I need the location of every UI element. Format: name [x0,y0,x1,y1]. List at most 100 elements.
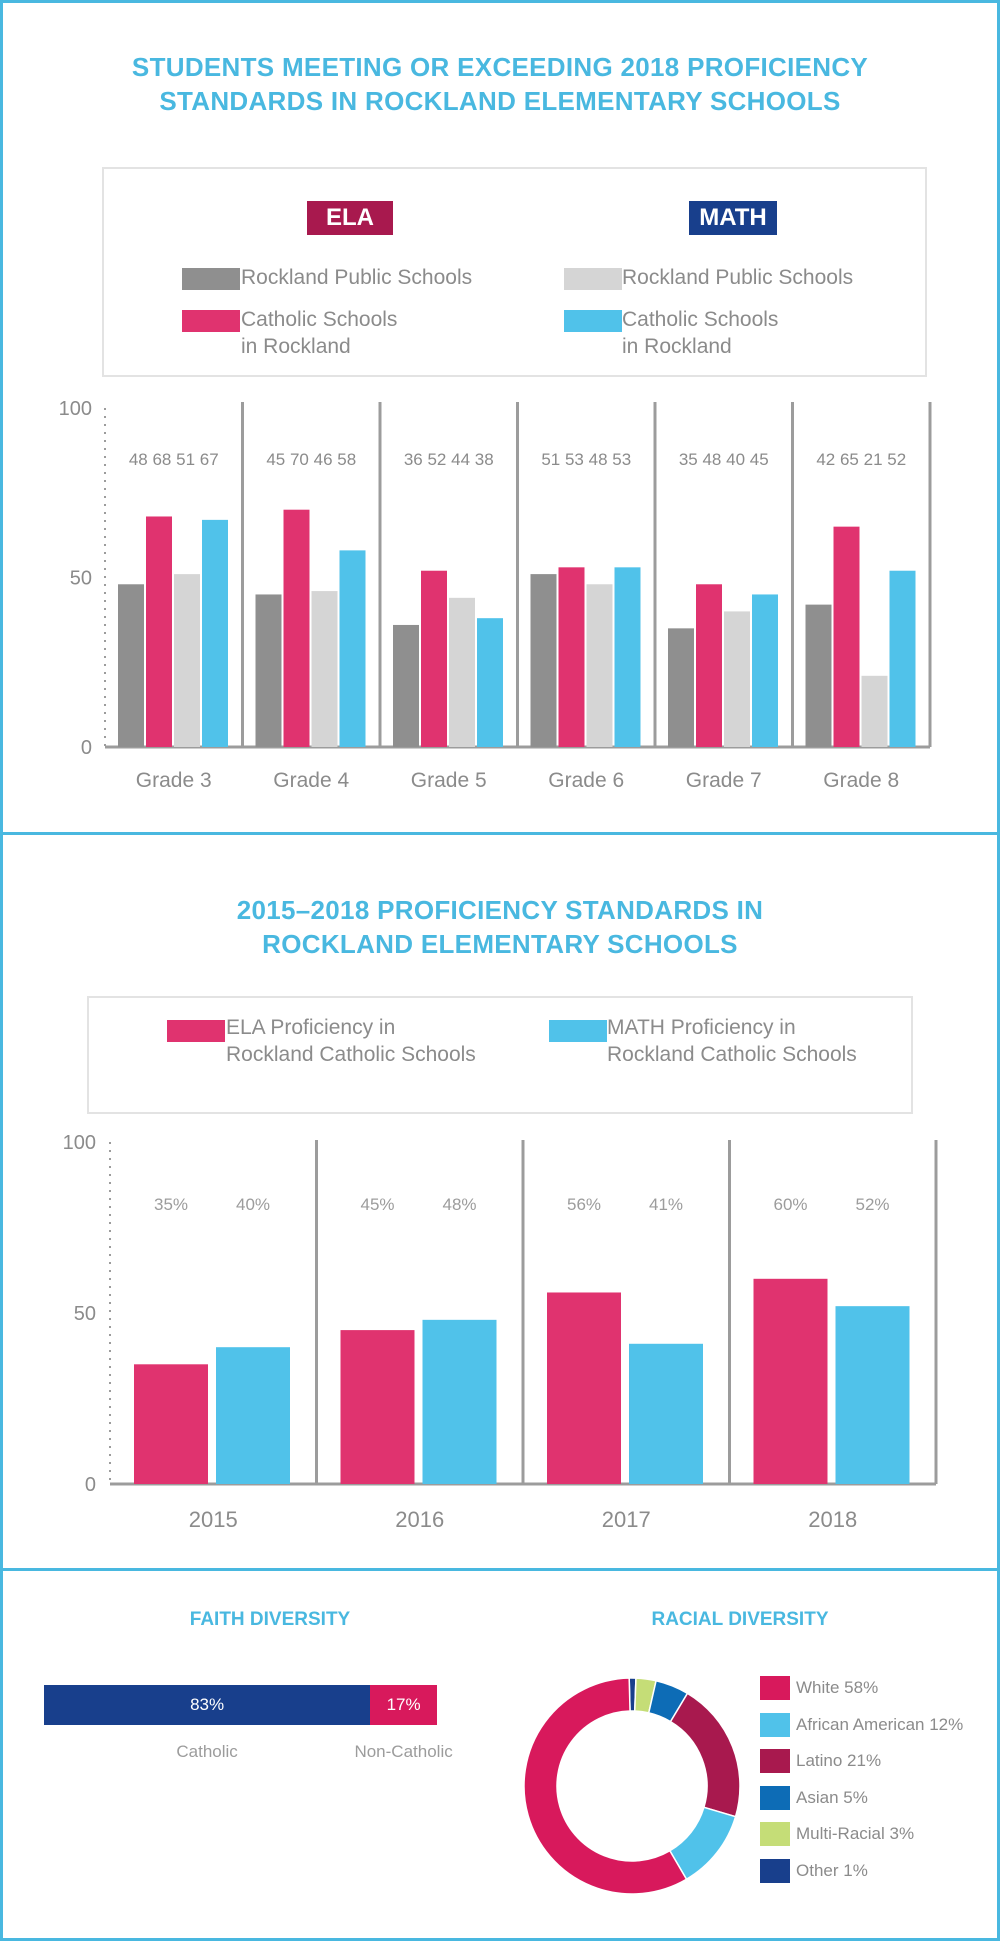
donut-legend-swatch [760,1822,790,1846]
bar [614,567,641,747]
bar [118,584,144,747]
yearly-proficiency-bar-chart: 0 50 100 35% 40% 2015 45% 48% 2016 56% 41% 2017 60% 5… [63,1132,938,1532]
donut-legend-label: Latino 21% [796,1751,882,1770]
bar [146,516,172,747]
legend-label-ela-proficiency: ELA Proficiency in Rockland Catholic Sch… [226,1016,476,1066]
x-tick-label: Grade 4 [273,769,349,792]
bar [724,611,750,747]
value-label: 60% [773,1195,807,1214]
legend-label-math-proficiency: MATH Proficiency in Rockland Catholic Sc… [607,1016,857,1066]
x-tick-label: Grade 7 [686,769,762,792]
donut-legend-label: White 58% [796,1678,879,1697]
y-tick-label: 0 [85,1474,96,1496]
value-label: 45% [360,1195,394,1214]
bar [202,519,228,747]
legend-swatch-math-public [564,268,622,290]
x-tick-label: 2017 [602,1507,651,1532]
grade-proficiency-bar-chart: 0 50 100 48 68 51 67 Grade 3 45 70 46 58 Grade… [59,398,932,792]
legend-swatch-math-catholic [564,310,622,332]
faith-bar-noncatholic [370,1685,437,1725]
bar [629,1343,703,1484]
y-tick-label: 100 [63,1132,96,1154]
bar [668,628,694,747]
bar [134,1364,208,1484]
bar [283,509,310,747]
section-divider [0,832,1000,835]
bar [255,594,282,747]
bar [861,675,888,747]
bar [586,584,613,747]
racial-diversity-donut [523,1677,741,1895]
x-tick-label: Grade 8 [823,769,899,792]
bar [833,526,860,747]
legend-label-math-public: Rockland Public Schools [622,266,854,289]
legend-swatch-ela-public [182,268,240,290]
value-label: 41% [649,1195,683,1214]
donut-legend-swatch [760,1712,790,1737]
bar [393,624,419,747]
x-tick-label: Grade 6 [548,769,624,792]
chart1-legend: ELA MATH Rockland Public Schools Catholi… [102,167,927,377]
bar [752,594,778,747]
legend-label-ela-catholic: Catholic Schools in Rockland [241,308,398,358]
faith-category-label: Catholic [176,1742,238,1761]
value-label: 42 65 21 52 [816,450,906,469]
value-label: 36 52 44 38 [404,450,494,469]
bar [835,1306,910,1484]
donut-slice [669,1692,741,1818]
value-label: 45 70 46 58 [266,450,356,469]
legend-swatch-math-proficiency [549,1020,607,1042]
bar [449,597,475,747]
bar [421,570,447,747]
x-tick-label: 2018 [808,1507,857,1532]
value-label: 56% [567,1195,601,1214]
value-label: 52% [855,1195,889,1214]
faith-value-label: 17% [386,1695,421,1714]
bar [422,1319,497,1484]
donut-legend-swatch [760,1749,790,1773]
bar [547,1292,621,1484]
bar [174,574,200,747]
value-label: 51 53 48 53 [541,450,631,469]
chart1-title-line1: STUDENTS MEETING OR EXCEEDING 2018 PROFI… [131,52,869,82]
legend-swatch-ela-proficiency [167,1020,225,1042]
chart2-title-line2: ROCKLAND ELEMENTARY SCHOOLS [262,929,738,959]
bar [216,1347,290,1484]
legend-label-math-catholic: Catholic Schools in Rockland [622,308,779,358]
math-tag: MATH [689,201,777,235]
bar [530,574,557,747]
value-label: 48 68 51 67 [129,450,219,469]
legend-swatch-ela-catholic [182,310,240,332]
bar [558,567,585,747]
y-tick-label: 50 [70,568,92,590]
x-tick-label: Grade 3 [136,769,212,792]
bar [340,1330,415,1484]
donut-slice [523,1677,688,1895]
bar [753,1278,828,1484]
y-tick-label: 0 [81,737,92,759]
donut-legend-swatch [760,1785,790,1810]
legend-label-ela-public: Rockland Public Schools [241,266,473,289]
bar [477,618,503,747]
ela-tag: ELA [307,201,393,235]
donut-legend-label: Multi-Racial 3% [796,1824,915,1843]
value-label: 48% [442,1195,476,1214]
chart2-title-line1: 2015–2018 PROFICIENCY STANDARDS IN [236,895,764,925]
value-label: 40% [236,1195,270,1214]
bar [889,570,916,747]
bar [696,584,722,747]
value-label: 35% [154,1195,188,1214]
bar [311,591,338,747]
donut-legend-label: Asian 5% [796,1787,868,1807]
x-tick-label: Grade 5 [411,769,487,792]
chart2-legend: ELA Proficiency in Rockland Catholic Sch… [87,996,913,1114]
faith-value-label: 83% [190,1695,225,1714]
donut-legend-label: African American 12% [796,1714,964,1734]
section-divider [0,1568,1000,1571]
donut-legend-swatch [760,1858,790,1883]
value-label: 35 48 40 45 [679,450,769,469]
y-tick-label: 100 [59,398,92,420]
faith-category-label: Non-Catholic [354,1742,453,1761]
y-tick-label: 50 [74,1303,96,1325]
